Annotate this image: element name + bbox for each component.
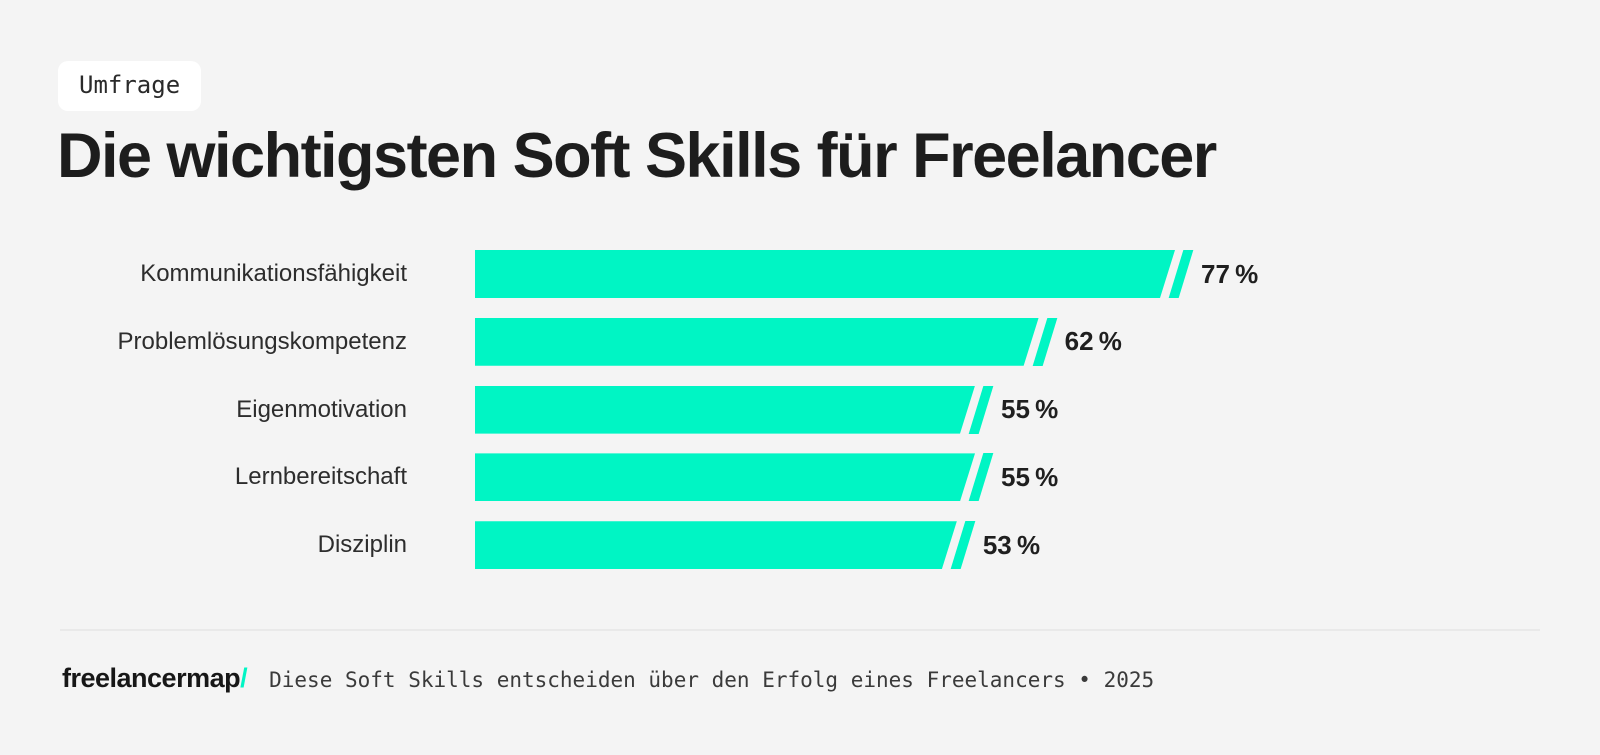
umfrage-badge-label: Umfrage <box>79 71 181 99</box>
bar-label: Problemlösungskompetenz <box>117 327 408 355</box>
bar-track: 53 % <box>475 521 1175 570</box>
bar-label: Lernbereitschaft <box>234 463 407 491</box>
bar-label: Kommunikationsfähigkeit <box>140 260 407 287</box>
footer-tagline: Diese Soft Skills entscheiden über den E… <box>269 668 1155 692</box>
bar-fill <box>475 318 1039 366</box>
page-title: Die wichtigsten Soft Skills für Freelanc… <box>57 121 1217 191</box>
bar-track: 55 % <box>475 385 1175 434</box>
bar-track: 62 % <box>475 317 1175 366</box>
footer-divider <box>60 629 1540 631</box>
bar-row: Problemlösungskompetenz 62 % <box>60 317 1540 366</box>
bar-row: Lernbereitschaft 55 % <box>60 453 1540 502</box>
footer: freelancermap/ Diese Soft Skills entsche… <box>62 663 1154 694</box>
bar-row: Eigenmotivation 55 % <box>60 385 1540 434</box>
freelancermap-logo: freelancermap/ <box>62 663 248 694</box>
logo-slash-icon: / <box>240 663 248 693</box>
bar-row: Disziplin 53 % <box>60 521 1540 570</box>
bar-label: Eigenmotivation <box>236 395 407 423</box>
bar-value: 55 % <box>1001 394 1059 425</box>
bar-fill <box>475 386 975 434</box>
bar-label: Disziplin <box>317 531 407 559</box>
bar-fill <box>475 521 957 569</box>
bar-fill <box>475 453 975 501</box>
logo-text: freelancermap <box>62 663 241 693</box>
bar-track: 77 % <box>475 250 1258 298</box>
bar-value: 55 % <box>1001 461 1059 492</box>
soft-skills-bar-chart: Kommunikationsfähigkeit 77 % Problemlösu… <box>60 250 1540 570</box>
bar-row: Kommunikationsfähigkeit 77 % <box>60 250 1540 298</box>
bar-value: 62 % <box>1064 326 1122 357</box>
bar-fill <box>475 250 1175 298</box>
bar-track: 55 % <box>475 453 1175 502</box>
bar-value: 77 % <box>1201 258 1259 289</box>
umfrage-badge: Umfrage <box>58 61 202 111</box>
bar-value: 53 % <box>982 529 1041 560</box>
